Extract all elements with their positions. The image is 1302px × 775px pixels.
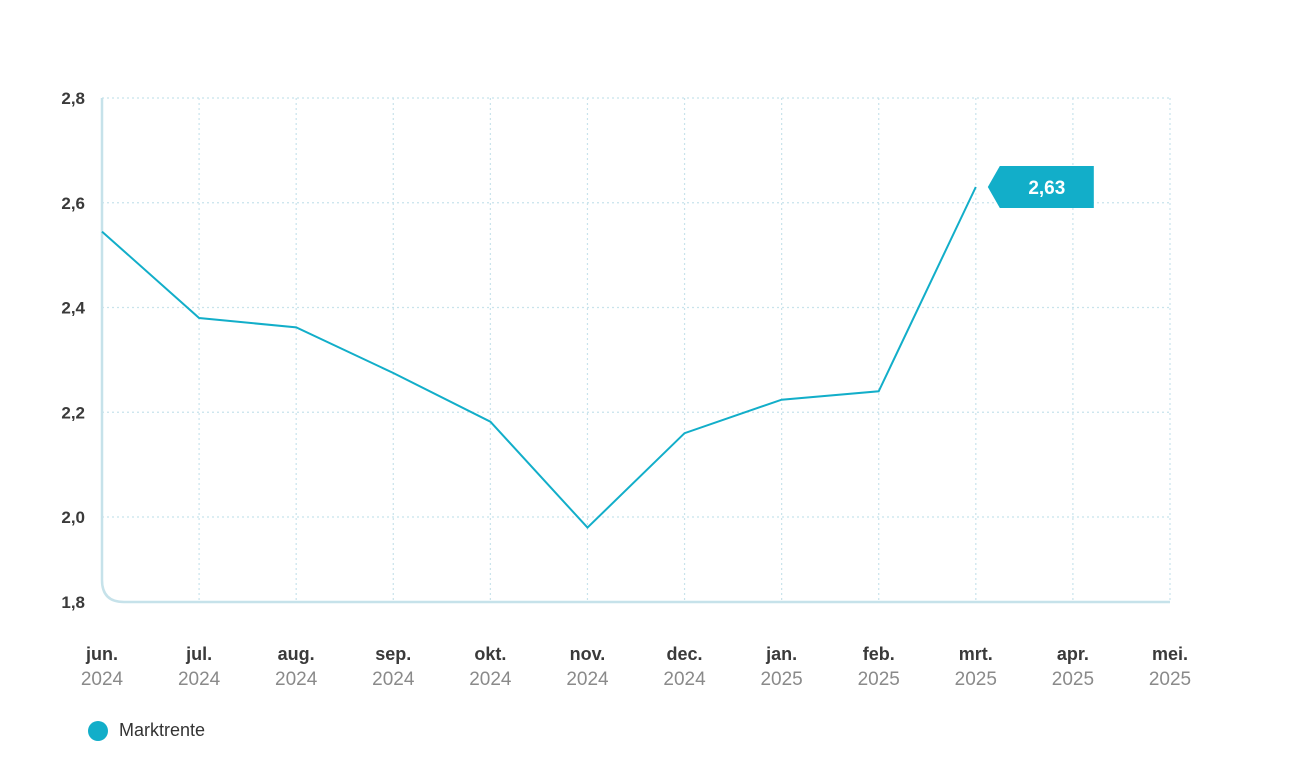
series-line-marktrente — [101, 186, 977, 530]
callout-tag — [987, 166, 1094, 209]
x-tick-month-label: jul. — [185, 644, 212, 664]
x-tick-month-label: aug. — [278, 644, 315, 664]
x-tick-year-label: 2024 — [275, 669, 318, 690]
x-tick-month-label: okt. — [474, 644, 506, 664]
x-tick-month-label: mrt. — [959, 644, 993, 664]
legend-label-marktrente: Marktrente — [119, 720, 206, 740]
x-tick-year-label: 2024 — [178, 669, 221, 690]
x-tick-month-label: nov. — [570, 644, 606, 664]
x-tick-month-label: mei. — [1152, 644, 1188, 664]
x-tick-year-label: 2025 — [955, 669, 997, 690]
legend: Marktrente — [88, 720, 205, 741]
y-tick-label: 2,0 — [61, 508, 85, 527]
series-marktrente — [101, 186, 977, 530]
value-callout: 2,63 — [987, 166, 1094, 209]
x-tick-year-label: 2024 — [372, 669, 415, 690]
x-tick-year-label: 2024 — [566, 669, 609, 690]
x-tick-month-label: jun. — [85, 644, 118, 664]
legend-swatch-marktrente — [88, 720, 108, 741]
x-tick-month-label: dec. — [667, 644, 703, 664]
x-tick-year-label: 2025 — [760, 669, 802, 690]
y-tick-label: 2,4 — [61, 299, 85, 318]
x-tick-year-label: 2024 — [81, 669, 124, 690]
x-tick-year-label: 2024 — [663, 669, 706, 690]
y-tick-label: 2,2 — [61, 403, 85, 422]
axis-line — [100, 98, 1170, 604]
y-tick-label: 2,8 — [61, 89, 85, 108]
axes — [100, 98, 1170, 604]
x-tick-month-label: jan. — [765, 644, 797, 664]
x-tick-year-label: 2025 — [858, 669, 900, 690]
x-tick-month-label: apr. — [1057, 644, 1089, 664]
y-tick-label: 2,6 — [61, 194, 85, 213]
x-tick-year-label: 2024 — [469, 669, 512, 690]
x-axis-ticks: jun. 2024 jul. 2024 aug. 2024 sep. 2024 okt. 2024… — [81, 644, 1191, 690]
x-tick-month-label: feb. — [863, 644, 895, 664]
y-axis-ticks: 1,8 2,0 2,2 2,4 2,6 2,8 — [61, 89, 85, 612]
callout-value-label: 2,63 — [1028, 178, 1065, 199]
grid-lines — [102, 97, 1171, 602]
x-tick-year-label: 2025 — [1149, 669, 1191, 690]
y-tick-label: 1,8 — [61, 593, 85, 612]
x-tick-month-label: sep. — [375, 644, 411, 664]
x-tick-year-label: 2025 — [1052, 669, 1094, 690]
